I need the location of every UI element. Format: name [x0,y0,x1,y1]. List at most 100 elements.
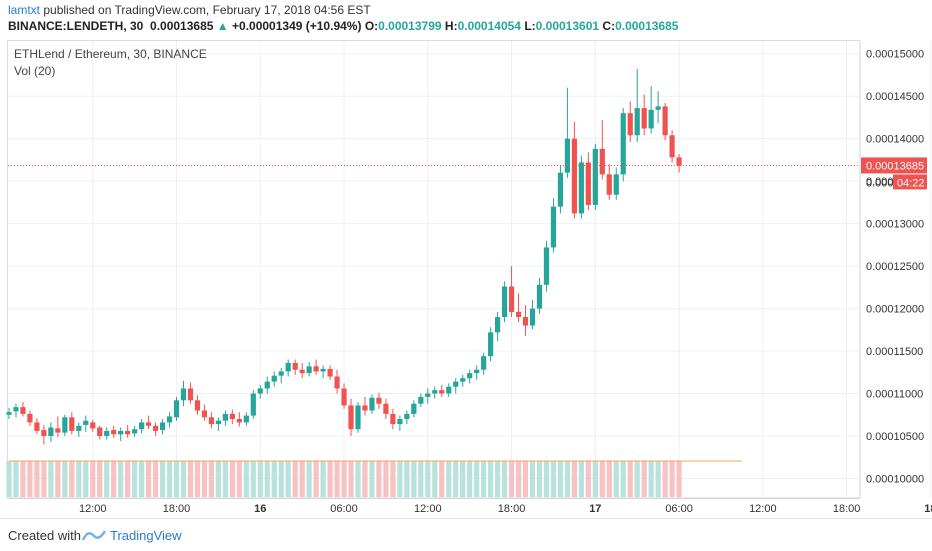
volume-bar [320,461,326,497]
candle-body [571,138,577,214]
x-tick-label: 16 [254,503,266,515]
volume-bar [508,461,515,497]
volume-bar [159,461,166,497]
volume-bar [355,461,361,497]
created-with-text: Created with [8,528,81,543]
candle-body [411,403,417,414]
low-value: 0.00013601 [535,19,600,33]
y-tick-label: 0.00010500 [866,431,924,443]
volume-bar [180,461,187,497]
candle-body [55,428,61,433]
volume-bar [543,461,550,497]
volume-bar [111,461,117,497]
volume-bar [194,461,201,497]
volume-bar [467,461,473,497]
x-tick-label: 18 [924,503,932,515]
x-tick-label: 18:00 [833,503,861,515]
volume-bar [187,461,194,497]
volume-bar [236,461,242,497]
candle-body [655,106,661,110]
volume-bar [432,461,438,497]
candle-body [34,422,40,431]
volume-bar [418,461,424,497]
candle-body [327,368,333,377]
volume-bar [257,461,263,497]
footer: Created with TradingView [0,518,932,551]
candle-body [460,378,466,382]
chart-legend: ETHLend / Ethereum, 30, BINANCE Vol (20) [14,46,207,80]
candle-body [662,106,668,136]
volume-bar [222,461,228,497]
candles-layer [6,69,682,445]
author-link[interactable]: lamtxt [8,3,41,17]
volume-bar [118,461,124,497]
y-tick-label: 0.00010000 [866,473,924,485]
y-tick-label: 0.00013000 [866,219,924,231]
candle-body [118,430,124,435]
volume-bar [208,461,215,497]
candle-body [495,317,501,333]
candle-body [501,286,508,318]
low-label: L: [524,19,536,33]
volume-bar [76,461,82,497]
volume-bar [655,461,661,497]
volume-bar [201,461,208,497]
volume-bar [488,461,494,497]
chart-svg[interactable]: 0.00010000 0.00010500 0.00011000 0.00011500… [0,0,932,518]
candle-body [278,371,284,376]
candle-body [390,413,396,425]
tradingview-logo-icon [82,530,106,541]
candle-body [669,135,675,158]
candle-body [320,368,326,372]
volume-bar [62,461,68,497]
candle-body [432,390,438,394]
candle-body [543,247,550,285]
close-value: 0.00013685 [615,19,679,33]
volume-bar [215,461,221,497]
volume-bar [306,461,312,497]
volume-bar [327,461,333,497]
candle-body [180,388,187,401]
candle-body [48,427,54,436]
y-tick-label: 0.00015000 [866,49,924,61]
volume-bar [446,461,452,497]
candle-body [529,308,536,326]
volume-bar [529,461,536,497]
candle-body [152,425,159,431]
candle-body [236,419,242,423]
candle-body [194,400,201,411]
candle-body [369,397,375,411]
candle-body [341,388,347,406]
candle-body [376,397,382,404]
x-tick-label: 17 [589,503,601,515]
candle-body [187,388,194,401]
last-price-tag-text: 0.00013685 [866,160,924,172]
candle-body [90,422,96,429]
x-tick-label: 06:00 [665,503,693,515]
candle-body [313,366,319,372]
volume-bar [55,461,61,497]
tradingview-brand-link[interactable]: TradingView [110,528,182,543]
candle-body [606,174,612,195]
candle-body [488,332,494,357]
candle-body [355,405,361,430]
candle-body [222,413,228,421]
candle-body [306,366,312,374]
volume-bar [390,461,396,497]
candle-body [627,113,633,136]
volume-bar [139,461,145,497]
candle-body [613,174,619,195]
candle-body [481,356,487,370]
volume-bar [564,461,570,497]
volume-bar [606,461,612,497]
candle-body [173,400,180,418]
candle-body [404,413,410,420]
candle-body [20,407,26,414]
volume-bar [397,461,403,497]
candle-body [578,162,584,214]
candle-body [620,113,626,175]
volume-bar [299,461,305,497]
candle-body [439,390,445,394]
volume-bar [460,461,466,497]
candle-body [76,425,82,431]
